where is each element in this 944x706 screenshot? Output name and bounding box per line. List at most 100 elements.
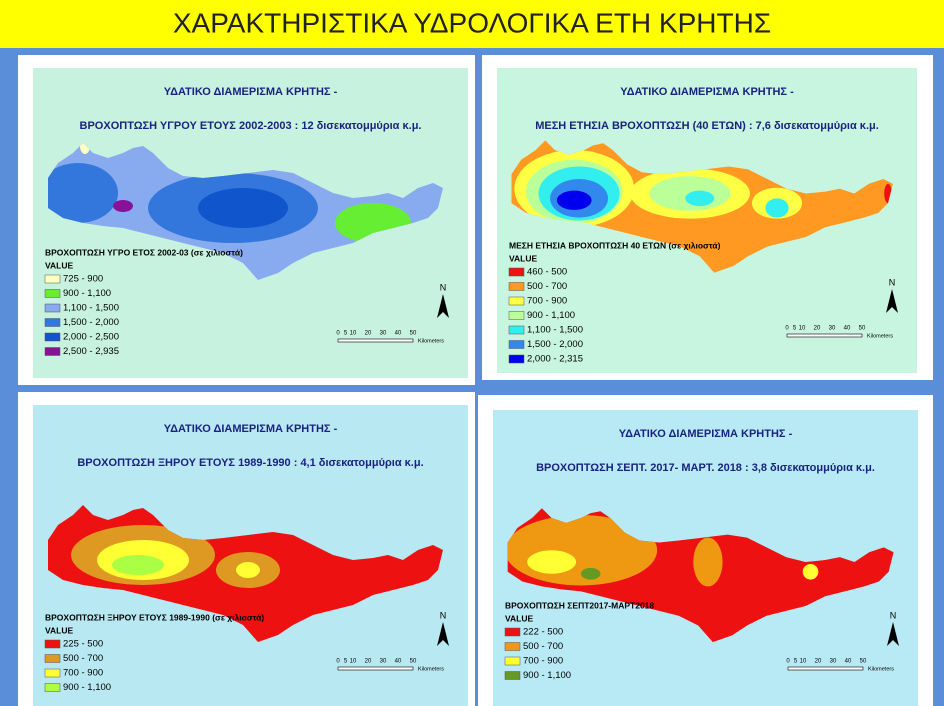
map-panel: ΥΔΑΤΙΚΟ ΔΙΑΜΕΡΙΣΜΑ ΚΡΗΤΗΣ - ΒΡΟΧΟΠΤΩΣΗ ΞΗ… xyxy=(33,405,468,706)
rainfall-zones xyxy=(507,515,819,587)
scale-unit: Kilometers xyxy=(418,666,444,672)
rainfall-zone xyxy=(48,163,118,223)
legend-swatch xyxy=(44,303,61,313)
legend-swatch xyxy=(44,639,61,649)
scale-label: 50 xyxy=(410,331,417,337)
legend-subtitle: VALUE xyxy=(45,625,74,635)
rainfall-zones xyxy=(71,525,280,588)
scale-label: 40 xyxy=(844,326,851,332)
legend-label: 460 - 500 xyxy=(527,267,567,278)
scale-label: 30 xyxy=(829,326,836,332)
rainfall-zone xyxy=(112,555,164,575)
scale-bar xyxy=(787,666,864,671)
legend-label: 700 - 900 xyxy=(63,668,103,679)
scale-label: 5 xyxy=(344,331,348,337)
header-line: ΜΕΣΗ ΕΤΗΣΙΑ ΒΡΟΧΟΠΤΩΣΗ (40 ΕΤΩΝ) : 7,6 δ… xyxy=(535,120,879,132)
scale-label: 50 xyxy=(859,326,866,332)
scale-label: 50 xyxy=(410,659,417,665)
scale-label: 30 xyxy=(380,331,387,337)
legend-label: 2,500 - 2,935 xyxy=(63,346,119,357)
legend-swatch xyxy=(504,671,521,680)
legend-swatch xyxy=(44,668,61,678)
legend-label: 2,000 - 2,500 xyxy=(63,332,119,343)
slide-title: ΧΑΡΑΚΤΗΡΙΣΤΙΚΑ ΥΔΡΟΛΟΓΙΚΑ ΕΤΗ ΚΡΗΤΗΣ xyxy=(173,7,771,38)
scale-label: 0 xyxy=(785,326,789,332)
legend-swatch xyxy=(44,318,61,327)
legend-label: 1,500 - 2,000 xyxy=(527,339,583,350)
north-label: N xyxy=(440,610,447,620)
scale-label: 10 xyxy=(800,659,807,665)
north-arrow xyxy=(437,622,449,646)
rainfall-zone xyxy=(765,198,789,218)
scale-label: 5 xyxy=(793,326,797,332)
rainfall-zone xyxy=(198,188,288,228)
legend-subtitle: VALUE xyxy=(45,260,74,270)
scale-label: 10 xyxy=(350,659,357,665)
header-line: ΒΡΟΧΟΠΤΩΣΗ ΞΗΡΟΥ ΕΤΟΥΣ 1989-1990 : 4,1 δ… xyxy=(77,457,423,469)
legend-swatch xyxy=(44,654,61,663)
scale-label: 40 xyxy=(395,659,402,665)
header-line: ΥΔΑΤΙΚΟ ΔΙΑΜΕΡΙΣΜΑ ΚΡΗΤΗΣ - xyxy=(619,428,793,440)
scale-label: 0 xyxy=(786,659,790,665)
rainfall-zone xyxy=(802,563,819,580)
legend-swatch xyxy=(508,296,525,306)
scale-label: 30 xyxy=(380,659,387,665)
legend-label: 225 - 500 xyxy=(63,639,103,650)
scale-unit: Kilometers xyxy=(418,338,444,344)
scale-label: 20 xyxy=(814,326,821,332)
legend-label: 500 - 700 xyxy=(527,281,567,292)
header-line: ΥΔΑΤΙΚΟ ΔΙΑΜΕΡΙΣΜΑ ΚΡΗΤΗΣ - xyxy=(620,86,794,98)
legend-label: 900 - 1,100 xyxy=(63,682,111,693)
legend-label: 900 - 1,100 xyxy=(527,310,575,321)
header-line: ΥΔΑΤΙΚΟ ΔΙΑΜΕΡΙΣΜΑ ΚΡΗΤΗΣ - xyxy=(164,86,338,98)
map-panel: ΥΔΑΤΙΚΟ ΔΙΑΜΕΡΙΣΜΑ ΚΡΗΤΗΣ - ΒΡΟΧΟΠΤΩΣΗ ΣΕ… xyxy=(493,410,918,706)
legend-swatch xyxy=(508,340,525,349)
legend-label: 1,100 - 1,500 xyxy=(527,325,583,336)
scale-label: 40 xyxy=(395,331,402,337)
legend-title: ΒΡΟΧΟΠΤΩΣΗ ΥΓΡΟ ΕΤΟΣ 2002-03 (σε χιλιοστ… xyxy=(45,247,243,257)
legend-swatch xyxy=(508,311,525,320)
rainfall-zone xyxy=(236,562,260,578)
legend-title: ΒΡΟΧΟΠΤΩΣΗ ΞΗΡΟΥ ΕΤΟΥΣ 1989-1990 (σε χιλ… xyxy=(45,612,264,622)
north-label: N xyxy=(890,610,897,620)
legend-label: 1,500 - 2,000 xyxy=(63,317,119,328)
legend-label: 900 - 1,100 xyxy=(63,288,111,299)
rainfall-zones xyxy=(48,143,411,243)
legend-swatch xyxy=(508,325,525,335)
rainfall-zone xyxy=(527,550,577,574)
legend-swatch xyxy=(44,332,61,342)
legend-swatch xyxy=(44,274,61,284)
header-line: ΒΡΟΧΟΠΤΩΣΗ ΥΓΡΟΥ ΕΤΟΥΣ 2002-2003 : 12 δι… xyxy=(80,120,422,132)
legend-label: 900 - 1,100 xyxy=(523,670,571,681)
north-arrow xyxy=(887,622,899,646)
title-bar xyxy=(0,0,944,48)
map-panel: ΥΔΑΤΙΚΟ ΔΙΑΜΕΡΙΣΜΑ ΚΡΗΤΗΣ - ΒΡΟΧΟΠΤΩΣΗ ΥΓ… xyxy=(33,68,468,378)
scale-label: 10 xyxy=(350,331,357,337)
legend-label: 700 - 900 xyxy=(527,296,567,307)
legend-swatch xyxy=(44,683,61,692)
scale-label: 30 xyxy=(830,659,837,665)
scale-label: 0 xyxy=(336,331,340,337)
legend-swatch xyxy=(504,642,521,651)
rainfall-zone xyxy=(556,190,592,210)
scale-bar xyxy=(337,338,414,343)
rainfall-zone xyxy=(113,200,133,212)
north-arrow xyxy=(886,289,898,313)
legend-swatch xyxy=(508,354,525,364)
legend-title: ΜΕΣΗ ΕΤΗΣΙΑ ΒΡΟΧΟΠΤΩΣΗ 40 ΕΤΩΝ (σε χιλιο… xyxy=(509,240,721,250)
legend-swatch xyxy=(44,289,61,298)
scale-label: 0 xyxy=(336,659,340,665)
scale-label: 5 xyxy=(344,659,348,665)
legend-label: 1,100 - 1,500 xyxy=(63,303,119,314)
rainfall-zones xyxy=(514,150,892,228)
legend-swatch xyxy=(504,627,521,637)
legend-subtitle: VALUE xyxy=(509,253,538,263)
scale-label: 20 xyxy=(365,331,372,337)
scale-unit: Kilometers xyxy=(868,666,894,672)
legend-label: 700 - 900 xyxy=(523,656,563,667)
scale-label: 5 xyxy=(794,659,798,665)
legend-swatch xyxy=(44,347,61,356)
header-line: ΒΡΟΧΟΠΤΩΣΗ ΣΕΠΤ. 2017- ΜΑΡΤ. 2018 : 3,8 … xyxy=(536,462,875,474)
